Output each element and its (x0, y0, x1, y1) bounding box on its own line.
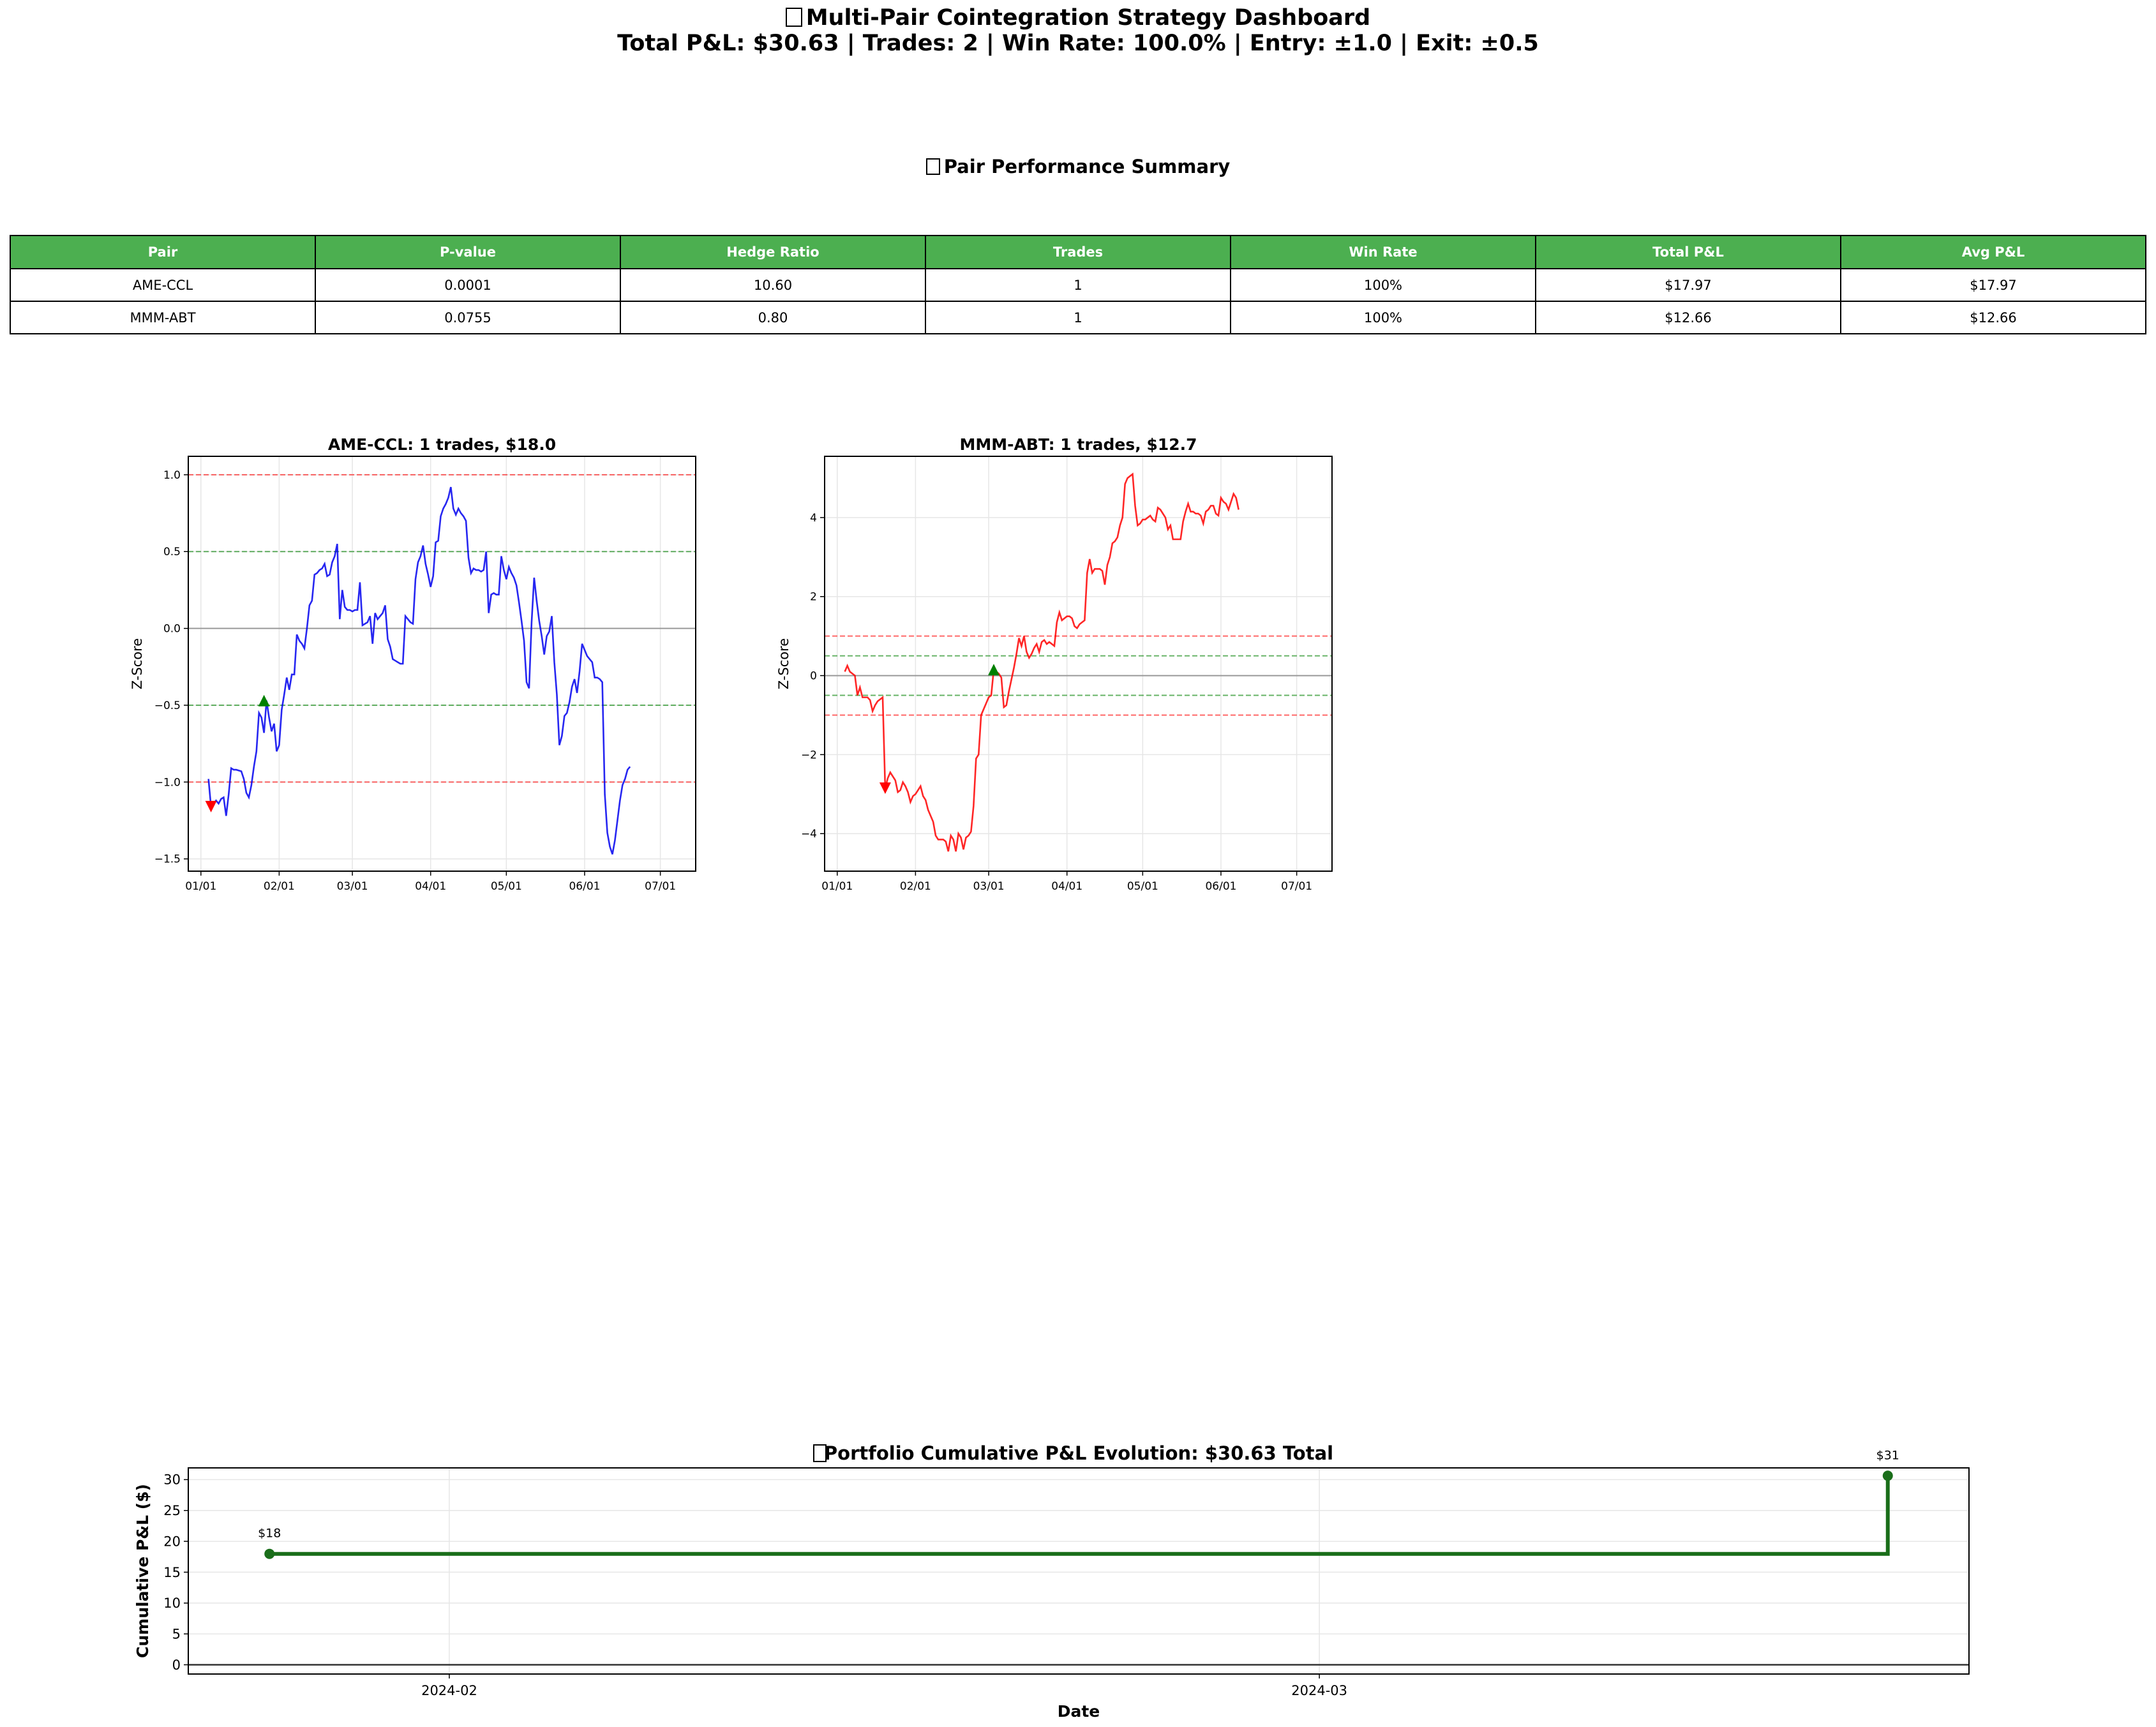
x-tick-label: 06/01 (1205, 880, 1236, 893)
x-tick-label: 02/01 (264, 880, 295, 893)
summary-title: Pair Performance Summary (0, 156, 2156, 177)
table-header-row: Pair P-value Hedge Ratio Trades Win Rate… (10, 235, 2146, 269)
table-cell: $17.97 (1535, 268, 1841, 302)
col-pvalue: P-value (315, 235, 621, 269)
y-tick-label: 25 (163, 1503, 181, 1518)
y-tick-label: −2 (801, 749, 817, 761)
chart-title: MMM-ABT: 1 trades, $12.7 (959, 435, 1197, 454)
chart-title: Portfolio Cumulative P&L Evolution: $30.… (824, 1442, 1333, 1464)
cumulative-pnl-line (269, 1476, 1890, 1556)
col-avg-pnl: Avg P&L (1840, 235, 2146, 269)
col-trades: Trades (925, 235, 1231, 269)
y-tick-label: 30 (163, 1472, 181, 1488)
portfolio-emoji-icon (813, 1444, 827, 1462)
table-cell: 10.60 (620, 268, 926, 302)
dashboard-title: Multi-Pair Cointegration Strategy Dashbo… (0, 4, 2156, 32)
y-tick-label: 0 (172, 1657, 181, 1673)
table-cell: 0.0001 (315, 268, 621, 302)
y-axis-label: Z-Score (130, 638, 145, 689)
pnl-point-label: $31 (1876, 1448, 1899, 1462)
y-tick-label: 4 (810, 512, 817, 525)
axes-frame (824, 456, 1333, 872)
table-cell: MMM-ABT (10, 301, 316, 334)
table-cell: 0.80 (620, 301, 926, 334)
pnl-point (1882, 1470, 1893, 1481)
col-total-pnl: Total P&L (1535, 235, 1841, 269)
table-row: MMM-ABT 0.0755 0.80 1 100% $12.66 $12.66 (10, 301, 2146, 334)
dashboard-subtitle: Total P&L: $30.63 | Trades: 2 | Win Rate… (617, 31, 1539, 56)
y-tick-label: −4 (801, 828, 817, 841)
y-tick-label: 0.5 (163, 546, 181, 558)
zscore-line (844, 472, 1239, 852)
col-win-rate: Win Rate (1230, 235, 1536, 269)
x-tick-label: 07/01 (645, 880, 676, 893)
x-tick-label: 05/01 (491, 880, 522, 893)
y-tick-label: −1.0 (154, 776, 181, 789)
x-tick-label: 03/01 (973, 880, 1005, 893)
x-tick-label: 01/01 (185, 880, 216, 893)
chart-title: AME-CCL: 1 trades, $18.0 (328, 435, 556, 454)
x-tick-label: 03/01 (337, 880, 368, 893)
x-tick-label: 02/01 (900, 880, 931, 893)
axes-frame (188, 1467, 1970, 1675)
y-tick-label: −0.5 (154, 699, 181, 712)
col-hedge-ratio: Hedge Ratio (620, 235, 926, 269)
col-pair: Pair (10, 235, 316, 269)
x-axis-label: Date (1058, 1702, 1100, 1721)
y-tick-label: 10 (163, 1596, 181, 1611)
y-tick-label: 1.0 (163, 469, 181, 482)
pnl-point (264, 1548, 275, 1559)
table-cell: 1 (925, 268, 1231, 302)
x-tick-label: 07/01 (1281, 880, 1312, 893)
x-tick-label: 2024-03 (1291, 1683, 1347, 1698)
table-cell: 1 (925, 301, 1231, 334)
entry-marker (879, 782, 891, 794)
table-cell: $12.66 (1535, 301, 1841, 334)
y-tick-label: 20 (163, 1534, 181, 1549)
y-tick-label: −1.5 (154, 853, 181, 866)
chart-emoji-icon (785, 8, 802, 27)
table-cell: 0.0755 (315, 301, 621, 334)
y-tick-label: 5 (172, 1626, 181, 1641)
y-tick-label: 0 (810, 670, 817, 683)
summary-emoji-icon (925, 158, 940, 175)
table-cell: 100% (1230, 301, 1536, 334)
table-cell: AME-CCL (10, 268, 316, 302)
x-tick-label: 2024-02 (421, 1683, 477, 1698)
table-cell: $17.97 (1840, 268, 2146, 302)
table-cell: $12.66 (1840, 301, 2146, 334)
x-tick-label: 04/01 (1051, 880, 1082, 893)
y-axis-label: Cumulative P&L ($) (133, 1484, 152, 1658)
zscore-line (207, 486, 631, 855)
performance-table: Pair P-value Hedge Ratio Trades Win Rate… (10, 235, 2146, 334)
table-row: AME-CCL 0.0001 10.60 1 100% $17.97 $17.9… (10, 268, 2146, 302)
exit-marker (258, 694, 270, 706)
entry-marker (205, 800, 217, 812)
exit-marker (988, 664, 999, 676)
table-cell: 100% (1230, 268, 1536, 302)
pnl-point-label: $18 (258, 1527, 281, 1541)
y-tick-label: 0.0 (163, 623, 181, 636)
x-tick-label: 05/01 (1127, 880, 1158, 893)
x-tick-label: 04/01 (415, 880, 446, 893)
x-tick-label: 01/01 (821, 880, 853, 893)
axes-frame (188, 456, 696, 872)
x-tick-label: 06/01 (569, 880, 600, 893)
y-axis-label: Z-Score (776, 638, 791, 689)
y-tick-label: 2 (810, 591, 817, 604)
y-tick-label: 15 (163, 1565, 181, 1580)
